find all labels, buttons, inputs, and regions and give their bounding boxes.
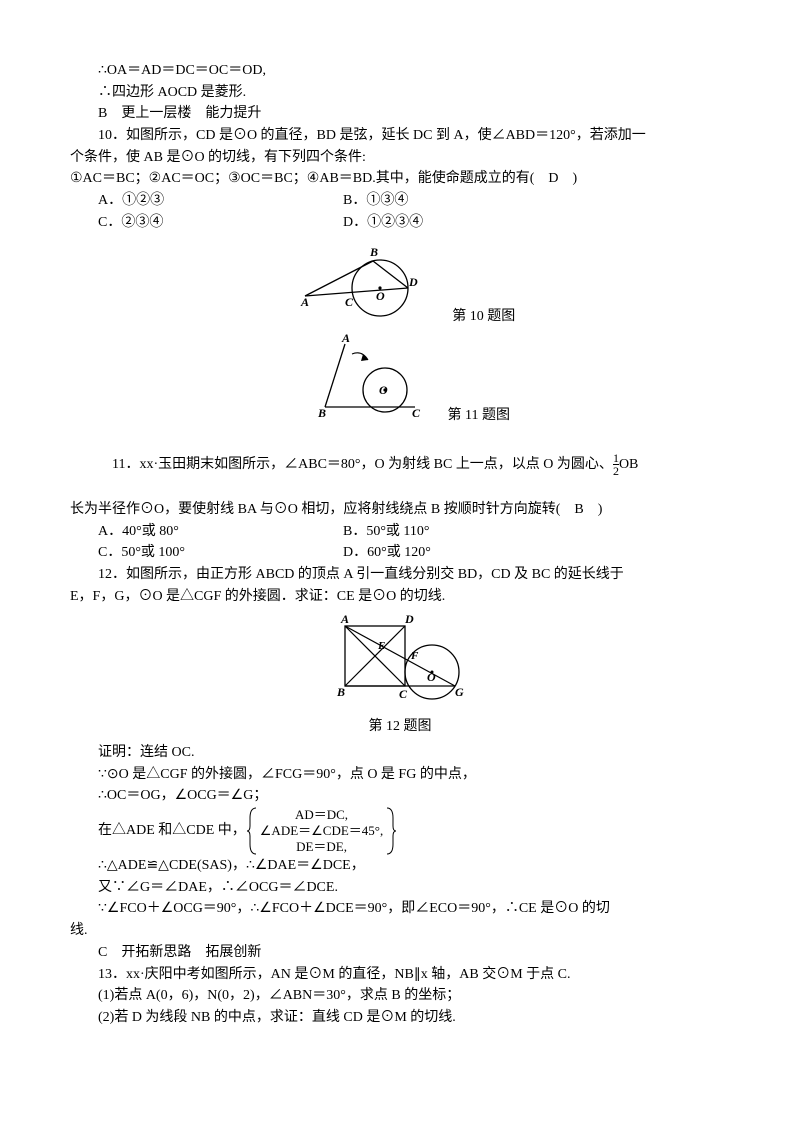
q10-option-a: A．①②③: [98, 190, 343, 212]
q13-stem-3: (2)若 D 为线段 NB 的中点，求证：直线 CD 是⊙M 的切线.: [70, 1007, 730, 1029]
q11-option-b: B．50°或 110°: [343, 521, 430, 543]
section-c-heading: C 开拓新思路 拓展创新: [70, 942, 730, 964]
svg-text:D: D: [408, 275, 418, 289]
svg-text:B: B: [369, 245, 378, 259]
q12-proof-3: ∴OC＝OG，∠OCG＝∠G；: [70, 785, 730, 807]
q12-stem-line-1: 12．如图所示，由正方形 ABCD 的顶点 A 引一直线分别交 BD，CD 及 …: [70, 564, 730, 586]
svg-text:D: D: [404, 612, 414, 626]
q12-figure-caption: 第 12 题图: [70, 716, 730, 738]
svg-text:B: B: [317, 406, 326, 420]
q10-option-c: C．②③④: [98, 212, 343, 234]
q12-proof-5: ∴△ADE≌△CDE(SAS)，∴∠DAE＝∠DCE，: [70, 855, 730, 877]
q11-option-a: A．40°或 80°: [98, 521, 343, 543]
q11-figure: A B C O: [290, 332, 440, 427]
section-b-heading: B 更上一层楼 能力提升: [70, 103, 730, 125]
svg-text:G: G: [455, 685, 464, 699]
q11-option-d: D．60°或 120°: [343, 542, 431, 564]
svg-text:A: A: [341, 332, 350, 345]
svg-text:O: O: [427, 670, 436, 684]
q12-proof-4: 在△ADE 和△CDE 中， AD＝DC, ∠ADE＝∠CDE＝45°, DE＝…: [70, 807, 730, 855]
svg-text:A: A: [300, 295, 309, 309]
q10-figure-caption: 第 10 题图: [452, 306, 515, 328]
q10-conditions: ①AC＝BC；②AC＝OC；③OC＝BC；④AB＝BD.其中，能使命题成立的有(…: [70, 168, 730, 190]
q10-stem-line-2: 个条件，使 AB 是⊙O 的切线，有下列四个条件:: [70, 147, 730, 169]
svg-text:B: B: [336, 685, 345, 699]
q12-figure: A D B C E F G O: [315, 611, 485, 716]
q11-option-c: C．50°或 100°: [98, 542, 343, 564]
q12-proof-2: ∵⊙O 是△CGF 的外接圆，∠FCG＝90°，点 O 是 FG 的中点，: [70, 764, 730, 786]
svg-text:O: O: [379, 383, 388, 397]
q11-stem-line-2: 长为半径作⊙O，要使射线 BA 与⊙O 相切，应将射线绕点 B 按顺时针方向旋转…: [70, 499, 730, 521]
q12-proof-8: 线.: [70, 920, 730, 942]
q10-stem-line-1: 10．如图所示，CD 是⊙O 的直径，BD 是弦，延长 DC 到 A，使∠ABD…: [70, 125, 730, 147]
svg-text:C: C: [399, 687, 408, 701]
svg-text:C: C: [345, 295, 354, 309]
svg-text:C: C: [412, 406, 421, 420]
q10-option-d: D．①②③④: [343, 212, 423, 234]
svg-text:E: E: [377, 640, 385, 652]
q13-stem-1: 13．xx·庆阳中考如图所示，AN 是⊙M 的直径，NB∥x 轴，AB 交⊙M …: [70, 964, 730, 986]
q10-option-b: B．①③④: [343, 190, 408, 212]
svg-text:F: F: [410, 650, 419, 662]
q12-proof-7: ∵∠FCO＋∠OCG＝90°，∴∠FCO＋∠DCE＝90°，即∠ECO＝90°，…: [70, 898, 730, 920]
intro-line-1: ∴OA＝AD＝DC＝OC＝OD,: [70, 60, 730, 82]
q11-figure-caption: 第 11 题图: [448, 405, 510, 427]
svg-text:A: A: [340, 612, 349, 626]
q10-figure: A B C D O: [285, 238, 445, 328]
q12-proof-1: 证明：连结 OC.: [70, 742, 730, 764]
q13-stem-2: (1)若点 A(0，6)，N(0，2)，∠ABN＝30°，求点 B 的坐标；: [70, 985, 730, 1007]
q12-stem-line-2: E，F，G，⊙O 是△CGF 的外接圆．求证：CE 是⊙O 的切线.: [70, 586, 730, 608]
q11-stem-line-1: 11．xx·玉田期末如图所示，∠ABC＝80°，O 为射线 BC 上一点，以点 …: [70, 431, 730, 499]
intro-line-2: ∴四边形 AOCD 是菱形.: [70, 82, 730, 104]
q12-proof-6: 又∵∠G＝∠DAE，∴∠OCG＝∠DCE.: [70, 877, 730, 899]
svg-text:O: O: [376, 289, 385, 303]
